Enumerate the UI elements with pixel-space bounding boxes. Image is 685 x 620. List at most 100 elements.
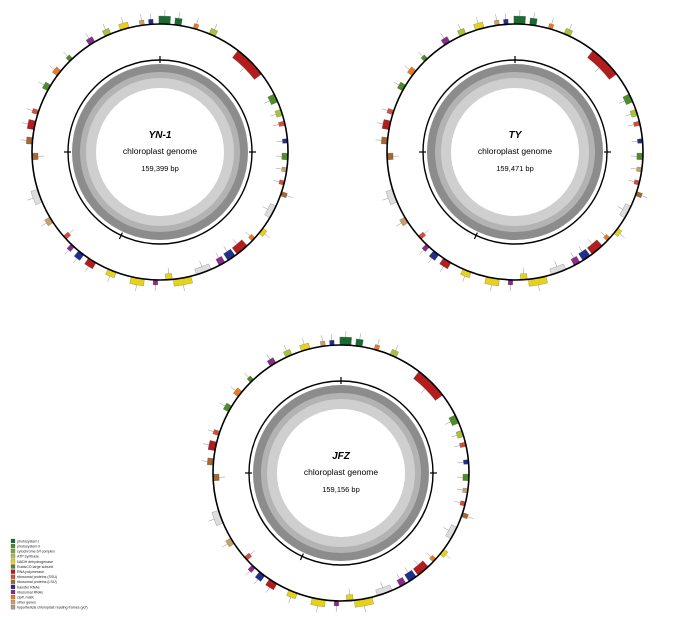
legend-swatch [11, 600, 15, 604]
gene-leader-line [601, 232, 605, 236]
legend-swatch [11, 539, 15, 543]
gene-leader-line [266, 587, 269, 592]
gene-leader-line [41, 223, 46, 226]
gene-leader-line [197, 18, 199, 24]
gene-leader-line [397, 574, 400, 579]
gene-leader-line [254, 579, 258, 584]
legend-label: photosystem II [17, 545, 40, 549]
legend-label: RNA polymerase [17, 570, 44, 574]
gene-leader-line [468, 517, 474, 519]
gene-leader-line [216, 253, 219, 258]
gene-leader-line [414, 560, 418, 565]
legend-swatch [11, 595, 15, 599]
gene-block [587, 50, 616, 79]
gene-leader-line [628, 125, 634, 126]
gene-leader-line [267, 354, 270, 359]
gene-leader-line [458, 462, 464, 463]
genome-map-yn1-length: 159,399 bp [141, 164, 179, 173]
gene-leader-line [534, 12, 535, 18]
gene-leader-line [617, 206, 622, 209]
genome-map-ty: TY chloroplast genome 159,471 bp [376, 10, 648, 291]
gene-leader-line [220, 403, 225, 406]
gene-leader-line [121, 17, 123, 23]
legend-label: RubisCO large subunit [17, 565, 53, 569]
gene-leader-line [552, 18, 554, 24]
gene-leader-line [427, 553, 431, 557]
gene-leader-line [420, 250, 424, 254]
gene-leader-line [27, 109, 33, 111]
gene-leader-line [244, 373, 248, 377]
gene-leader-line [65, 250, 69, 254]
genome-map-yn1: YN-1 chloroplast genome 159,399 bp [21, 10, 293, 291]
legend-label: cytochrome b/f complex [17, 550, 55, 554]
legend-label: ATP synthase [17, 555, 39, 559]
gene-leader-line [209, 519, 215, 521]
gene-leader-line [73, 258, 77, 263]
gene-leader-line [418, 52, 422, 56]
legend-label: hypothetical chloroplast reading frames … [17, 606, 88, 610]
legend-swatch [11, 565, 15, 569]
gene-leader-line [396, 223, 401, 226]
gene-leader-line [231, 387, 236, 391]
genome-map-ty-length: 159,471 bp [496, 164, 534, 173]
gene-block [159, 16, 171, 24]
gene-leader-line [496, 14, 497, 20]
genome-map-jfz: JFZ chloroplast genome 159,156 bp [202, 331, 474, 612]
gene-leader-line [443, 527, 448, 530]
gene-leader-line [200, 261, 202, 267]
gene-leader-line [595, 68, 599, 72]
gene-leader-line [476, 17, 478, 23]
gene-leader-line [445, 422, 450, 425]
legend-swatch [11, 605, 15, 609]
gene-leader-line [202, 461, 208, 462]
gene-leader-line [619, 101, 624, 104]
gene-leader-line [203, 444, 209, 445]
gene-leader-line [625, 114, 631, 116]
genome-map-yn1-subtitle: chloroplast genome [123, 146, 197, 156]
gene-block [232, 50, 261, 79]
gene-leader-line [463, 276, 465, 282]
gene-leader-line [273, 125, 279, 126]
gene-block [514, 16, 526, 24]
gene-leader-line [642, 196, 648, 198]
gene-leader-line [50, 66, 55, 70]
gene-leader-line [377, 123, 383, 124]
gene-leader-line [322, 335, 323, 341]
legend-swatch [11, 590, 15, 594]
gene-leader-line [405, 568, 408, 573]
gene-leader-line [394, 82, 399, 85]
gene-leader-line [376, 140, 382, 141]
legend-label: clpP, matK [17, 596, 35, 600]
gene-leader-line [457, 489, 463, 490]
gene-leader-line [250, 551, 254, 555]
legend-label: ribosomal proteins (LSU) [17, 580, 57, 584]
genome-map-ty-subtitle: chloroplast genome [478, 146, 552, 156]
gene-leader-line [21, 140, 27, 141]
gene-leader-line [378, 339, 380, 345]
legend-swatch [11, 575, 15, 579]
gene-leader-line [240, 68, 244, 72]
gene-leader-line [265, 234, 270, 238]
genome-map-ty-name: TY [509, 130, 523, 141]
gene-leader-line [579, 247, 582, 252]
gene-leader-line [360, 333, 361, 339]
gene-leader-line [451, 435, 457, 437]
gene-leader-line [455, 501, 461, 502]
gene-leader-line [222, 544, 227, 547]
gene-leader-line [428, 258, 432, 263]
gene-leader-line [224, 247, 227, 252]
legend-swatch [11, 570, 15, 574]
gene-leader-line [276, 168, 282, 169]
gene-leader-line [179, 12, 180, 18]
gene-leader-line [270, 114, 276, 116]
gene-leader-line [446, 555, 451, 559]
genome-map-jfz-subtitle: chloroplast genome [304, 467, 378, 477]
gene-leader-line [22, 123, 28, 124]
gene-leader-line [141, 14, 142, 20]
gene-leader-line [136, 285, 137, 291]
gene-leader-line [571, 253, 574, 258]
gene-leader-line [85, 266, 88, 271]
gene-leader-line [28, 198, 34, 200]
gene-leader-line [620, 234, 625, 238]
